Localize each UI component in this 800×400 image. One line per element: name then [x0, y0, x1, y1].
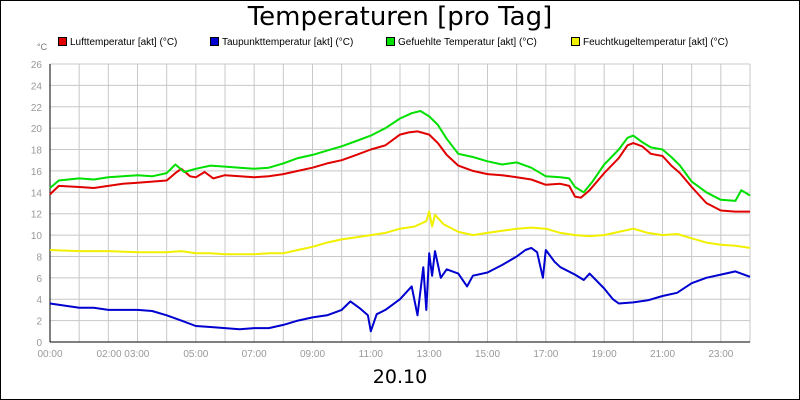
- x-tick-label: 11:00: [359, 349, 384, 360]
- x-tick-label: 13:00: [417, 349, 442, 360]
- y-tick-label: 8: [36, 252, 42, 263]
- legend-swatch-red: [58, 37, 67, 46]
- x-tick-label: 19:00: [592, 349, 617, 360]
- y-tick-label: 26: [31, 60, 43, 71]
- x-tick-label: 23:00: [708, 349, 733, 360]
- x-tick-label: 07:00: [242, 349, 267, 360]
- legend-swatch-yellow: [571, 37, 580, 46]
- y-tick-label: 16: [31, 167, 43, 178]
- legend-label: Feuchtkugeltemperatur [akt] (°C): [583, 37, 729, 48]
- y-tick-label: 12: [31, 210, 43, 221]
- legend-item-feuchtkugeltemperatur: Feuchtkugeltemperatur [akt] (°C): [571, 37, 728, 48]
- legend-swatch-green: [386, 37, 395, 46]
- x-tick-label: 15:00: [475, 349, 500, 360]
- legend-item-taupunkttemperatur: Taupunkttemperatur [akt] (°C): [210, 37, 353, 48]
- y-tick-label: 24: [31, 81, 43, 92]
- legend-label: Gefuehlte Temperatur [akt] (°C): [398, 37, 537, 48]
- series-line-0: [49, 130, 750, 213]
- y-tick-label: 2: [36, 317, 42, 328]
- legend: Lufttemperatur [akt] (°C) Taupunkttemper…: [0, 37, 800, 53]
- date-label: 20.10: [372, 366, 428, 388]
- x-tick-label: 02:00 03:00: [97, 349, 150, 360]
- legend-item-lufttemperatur: Lufttemperatur [akt] (°C): [58, 37, 177, 48]
- y-tick-label: 10: [31, 231, 43, 242]
- y-tick-label: 0: [36, 338, 42, 349]
- legend-swatch-blue: [210, 37, 219, 46]
- legend-item-gefuehlte-temperatur: Gefuehlte Temperatur [akt] (°C): [386, 37, 537, 48]
- y-tick-label: 18: [31, 146, 43, 157]
- y-tick-label: 20: [31, 124, 43, 135]
- y-tick-label: 4: [36, 295, 42, 306]
- series-line-3: [49, 210, 751, 256]
- x-tick-label: 09:00: [300, 349, 325, 360]
- series-line-2: [49, 110, 751, 202]
- y-tick-label: 6: [36, 274, 42, 285]
- x-tick-label: 05:00: [183, 349, 208, 360]
- y-axis-unit: °C: [37, 42, 48, 52]
- legend-label: Lufttemperatur [akt] (°C): [70, 37, 178, 48]
- x-tick-label: 00:00: [37, 349, 62, 360]
- legend-label: Taupunkttemperatur [akt] (°C): [222, 37, 354, 48]
- series-line-1: [49, 246, 751, 333]
- x-tick-label: 17:00: [533, 349, 558, 360]
- y-tick-label: 22: [31, 103, 43, 114]
- x-tick-label: 21:00: [650, 349, 675, 360]
- y-tick-label: 14: [31, 188, 43, 199]
- chart-title: Temperaturen [pro Tag]: [247, 2, 553, 32]
